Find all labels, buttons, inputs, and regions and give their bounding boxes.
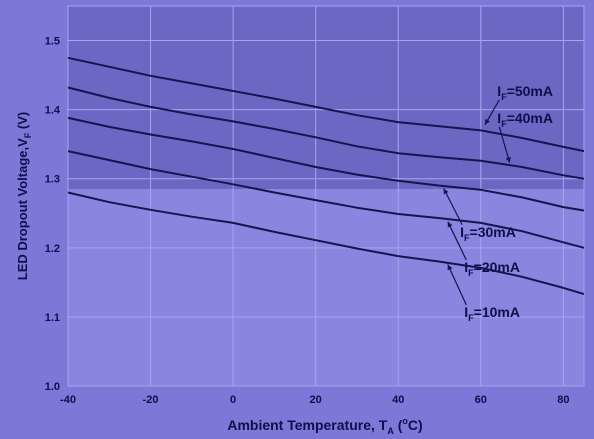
series-labels: IF=50mA IF=40mA IF=30mA IF=20mA IF=10mA — [443, 83, 553, 323]
series-line — [67, 86, 585, 180]
y-tick-label: 1.1 — [45, 312, 60, 324]
series-label-leader — [498, 126, 511, 164]
plot-background-lower — [68, 189, 584, 386]
series-label: IF=30mA — [460, 224, 516, 243]
series-lines — [67, 56, 585, 296]
x-tick-label: 80 — [557, 394, 569, 406]
x-tick-label: 40 — [392, 394, 404, 406]
series-label: IF=20mA — [464, 259, 520, 278]
x-tick-label: 60 — [475, 394, 487, 406]
x-tick-labels: -40 -20 0 20 40 60 80 — [60, 394, 569, 406]
x-tick-label: 20 — [310, 394, 322, 406]
arrowhead-icon — [443, 188, 449, 195]
plot-border — [67, 5, 585, 387]
x-axis-title-unit-sup: o — [402, 416, 408, 426]
x-axis-title-sub: A — [387, 426, 394, 436]
series-label-leader — [447, 221, 467, 261]
series-label-leader — [443, 188, 463, 226]
series-line — [67, 191, 585, 296]
x-tick-label: 0 — [230, 394, 236, 406]
series-line — [67, 150, 585, 249]
x-axis-title-unit-close: C) — [408, 417, 423, 433]
y-tick-label: 1.0 — [45, 381, 60, 393]
x-axis-title: Ambient Temperature, TA (oC) — [227, 416, 422, 436]
y-tick-label: 1.2 — [45, 243, 60, 255]
series-label: IF=40mA — [497, 110, 553, 129]
arrowhead-icon — [447, 264, 453, 271]
x-axis-title-unit-open: ( — [394, 417, 403, 433]
y-tick-labels: 1.0 1.1 1.2 1.3 1.4 1.5 — [45, 36, 61, 393]
y-tick-label: 1.5 — [45, 36, 60, 48]
y-tick-label: 1.3 — [45, 174, 60, 186]
series-label: IF=50mA — [497, 83, 553, 102]
y-axis-title-main: LED Dropout Voltage,V — [15, 138, 30, 280]
plot-background-upper — [68, 6, 584, 189]
y-axis-title: LED Dropout Voltage,VF (V) — [15, 112, 33, 281]
arrowhead-icon — [484, 118, 490, 125]
y-tick-label: 1.4 — [45, 105, 61, 117]
series-label: IF=10mA — [464, 304, 520, 323]
series-line — [67, 116, 585, 212]
y-axis-title-sub: F — [23, 132, 33, 138]
x-tick-label: -20 — [143, 394, 159, 406]
y-axis-title-unit: (V) — [15, 112, 30, 133]
series-line — [67, 56, 585, 153]
arrowhead-icon — [505, 156, 511, 163]
x-axis-title-main: Ambient Temperature, T — [227, 417, 387, 433]
x-tick-label: -40 — [60, 394, 76, 406]
series-label-leader — [447, 264, 467, 306]
plot-area — [68, 6, 584, 386]
arrowhead-icon — [447, 221, 453, 228]
